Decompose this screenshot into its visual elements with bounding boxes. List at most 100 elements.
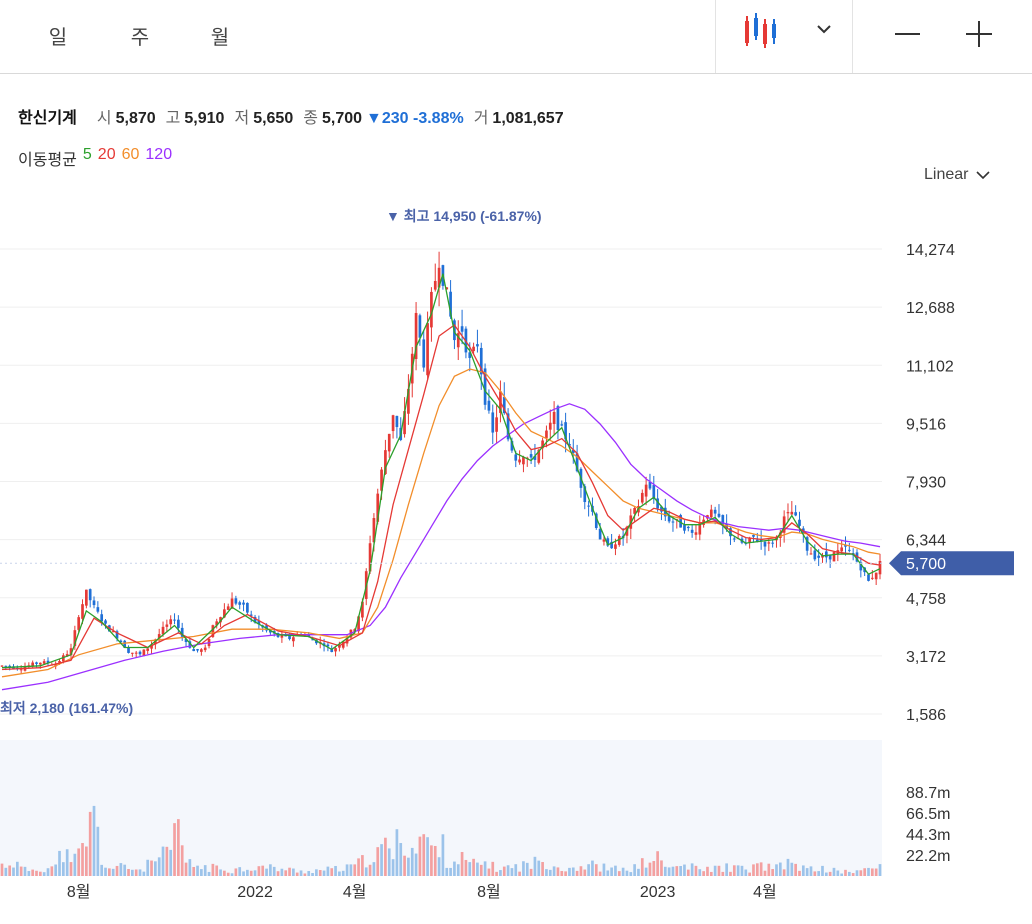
candle-body [384,450,387,475]
candle-body [207,638,211,647]
candle-body [479,347,483,375]
candle-body [88,589,92,601]
volume-bar [824,872,828,876]
candle-body [430,291,433,328]
volume-tick-label: 88.7m [906,785,950,802]
volume-panel-title: 거래량 [18,756,63,773]
volume-bar [119,863,123,876]
volume-bar [514,864,518,876]
ma5-label[interactable]: 5 [82,146,92,163]
volume-bar [146,859,150,876]
zoom-out-button[interactable] [884,14,930,54]
ma20-label[interactable]: 20 [97,146,116,163]
volume-bar [828,871,832,876]
tab-day[interactable]: 일 [48,26,68,49]
volume-bar [180,845,184,876]
candle-body [790,511,794,515]
volume-bar [46,868,50,876]
volume-bar [123,864,127,876]
candle-body [690,529,694,533]
candle-body [702,519,705,525]
candle-body [223,609,226,618]
candle-body [295,634,299,636]
candle-body [798,519,801,526]
candle-body [706,515,709,519]
candle-body [92,600,96,606]
volume-bar [698,869,702,876]
volume-bar [96,826,100,876]
candle-body [134,652,138,654]
volume-tick-label: 44.3m [906,827,950,844]
candle-body [169,619,173,625]
ma120-line [1,403,881,691]
volume-bar [782,869,786,876]
candle-body [583,486,587,503]
volume-bar [460,851,464,876]
ma120-label[interactable]: 120 [145,146,173,163]
candle-body [180,627,184,637]
y-tick-label: 1,586 [906,707,946,724]
volume-bar [863,868,867,876]
candle-body [288,634,291,640]
volume-bar [295,872,299,876]
volume-bar [4,867,8,876]
candle-body [307,634,311,637]
volume-bar [349,864,353,876]
tab-month[interactable]: 월 [210,26,230,49]
volume-bar [265,868,268,876]
candle-body [46,660,50,664]
volume-bar [134,869,138,876]
volume-bar [725,863,728,876]
candle-body [840,547,844,552]
volume-bar [817,871,820,876]
candle-body [740,538,744,543]
volume-bar [640,858,644,876]
volume-bar [127,869,130,876]
candle-body [81,604,84,619]
volume-bar [184,862,188,876]
tab-week[interactable]: 주 [130,26,150,49]
candle-body [177,619,180,628]
volume-bar [587,864,590,876]
candle-body [460,326,464,332]
volume-bar [69,862,73,876]
volume-bar [410,847,414,876]
candle-body [832,552,836,562]
candle-body [568,444,571,446]
candle-body [96,607,100,612]
scale-selector[interactable]: Linear [924,166,991,184]
candle-body [31,662,35,667]
volume-bar [702,871,705,876]
volume-bar [541,862,544,876]
candle-body [142,649,146,657]
volume-tick-label: 22.2m [906,848,950,865]
candle-body [870,577,874,579]
volume-bar [257,866,261,876]
candle-body [483,368,487,405]
chart-type-button[interactable] [730,10,840,60]
volume-bar [840,873,844,876]
candle-body [575,453,579,472]
volume-bar [502,866,506,876]
volume-bar [15,861,19,876]
candle-body [476,344,479,347]
volume-bar [748,872,751,876]
candle-body [58,661,61,663]
volume-bar [690,863,694,876]
ma60-label[interactable]: 60 [121,146,140,163]
volume-bar [161,846,165,876]
candle-body [8,665,12,667]
volume-bar [633,864,636,876]
ma20-line [1,324,881,671]
candle-body [591,505,594,512]
volume-bar [242,871,245,876]
candle-body [426,323,429,376]
candle-body [104,620,107,624]
volume-bar [230,873,234,876]
low-annotation: 최저 2,180 (161.47%) [0,700,133,716]
volume-bar [42,872,46,876]
zoom-in-button[interactable] [956,14,1002,54]
candle-body [334,648,337,652]
moving-average-legend: 이동평균 5 20 60 120 [18,146,172,170]
